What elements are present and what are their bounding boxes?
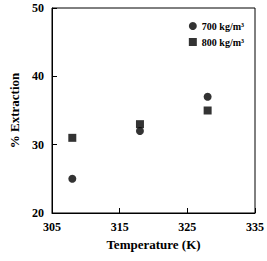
svg-text:700 kg/m³: 700 kg/m³ — [202, 21, 244, 32]
svg-text:335: 335 — [246, 220, 264, 234]
svg-text:40: 40 — [32, 69, 44, 83]
svg-text:% Extraction: % Extraction — [7, 72, 22, 148]
svg-text:50: 50 — [32, 1, 44, 15]
svg-text:30: 30 — [32, 138, 44, 152]
svg-text:Temperature (K): Temperature (K) — [106, 237, 200, 252]
svg-text:800 kg/m³: 800 kg/m³ — [202, 37, 244, 48]
svg-text:315: 315 — [111, 220, 129, 234]
svg-text:305: 305 — [43, 220, 61, 234]
svg-text:20: 20 — [32, 206, 44, 220]
svg-text:325: 325 — [178, 220, 196, 234]
